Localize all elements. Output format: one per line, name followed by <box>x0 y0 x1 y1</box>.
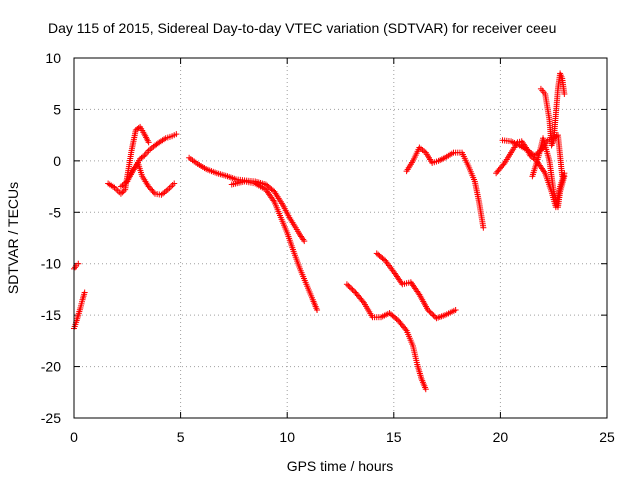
axis-ticks <box>73 57 608 419</box>
data-point <box>393 316 400 323</box>
data-point <box>348 285 355 292</box>
data-point <box>500 161 507 168</box>
data-point <box>561 91 568 97</box>
data-point <box>117 190 124 197</box>
data-point <box>314 307 321 313</box>
data-point <box>359 298 366 305</box>
data-point <box>145 139 152 146</box>
x-tick-labels: 0 5 10 15 20 25 <box>70 429 615 445</box>
series-arc-7 <box>228 178 321 313</box>
data-point <box>149 187 156 194</box>
series-arc-13 <box>529 135 568 211</box>
y-tick-label: 0 <box>53 153 61 169</box>
data-point <box>427 309 434 316</box>
y-tick-labels: -25 -20 -15 -10 -5 0 5 10 <box>41 50 61 426</box>
y-tick-label: -25 <box>41 410 61 426</box>
data-point <box>75 260 82 267</box>
data-point <box>349 286 356 293</box>
y-tick-label: 5 <box>53 101 61 117</box>
data-point <box>452 307 459 313</box>
data-point <box>380 256 387 263</box>
data-point <box>154 140 161 147</box>
data-point <box>72 264 79 271</box>
x-tick-label: 15 <box>386 429 402 445</box>
data-point <box>173 131 180 138</box>
series-arc-14 <box>537 70 568 149</box>
data-point <box>422 386 429 393</box>
x-tick-label: 20 <box>493 429 509 445</box>
data-point <box>346 284 353 291</box>
data-point <box>169 182 176 189</box>
data-point <box>81 289 88 296</box>
x-axis-label: GPS time / hours <box>287 458 394 474</box>
x-tick-label: 25 <box>599 429 615 445</box>
data-marks <box>71 70 568 393</box>
y-tick-label: -15 <box>41 307 61 323</box>
data-point <box>351 288 358 295</box>
y-tick-label: -20 <box>41 359 61 375</box>
data-point <box>343 281 350 288</box>
grid <box>74 58 607 418</box>
data-point <box>426 308 433 315</box>
data-point <box>146 185 153 192</box>
data-point <box>429 311 436 318</box>
data-point <box>480 224 487 231</box>
chart-title: Day 115 of 2015, Sidereal Day-to-day VTE… <box>48 20 556 36</box>
y-tick-label: -10 <box>41 256 61 272</box>
series-arc-9 <box>373 250 459 322</box>
series-arc-3 <box>105 123 152 197</box>
data-point <box>139 153 146 160</box>
data-point <box>168 183 175 190</box>
x-tick-label: 5 <box>177 429 185 445</box>
series-arc-2 <box>71 289 88 332</box>
data-point <box>424 307 431 313</box>
data-point <box>119 189 126 196</box>
y-tick-label: 10 <box>45 50 61 66</box>
data-point <box>430 312 437 319</box>
data-point <box>166 185 173 192</box>
data-point <box>301 238 308 245</box>
x-tick-label: 10 <box>279 429 295 445</box>
plot-frame <box>73 57 608 419</box>
data-point <box>145 183 152 190</box>
data-point <box>171 180 178 187</box>
data-point <box>148 186 155 193</box>
y-axis-label: SDTVAR / TECUs <box>5 182 21 294</box>
series-arc-1 <box>71 260 82 272</box>
series-arc-8 <box>343 281 429 393</box>
data-point <box>345 282 352 289</box>
data-point <box>402 326 409 333</box>
data-point <box>150 189 157 196</box>
series-arc-5 <box>117 159 178 198</box>
y-tick-label: -5 <box>49 204 62 220</box>
data-point <box>120 188 127 195</box>
x-tick-label: 0 <box>70 429 78 445</box>
series-arc-10 <box>403 144 487 231</box>
data-point <box>561 173 568 180</box>
